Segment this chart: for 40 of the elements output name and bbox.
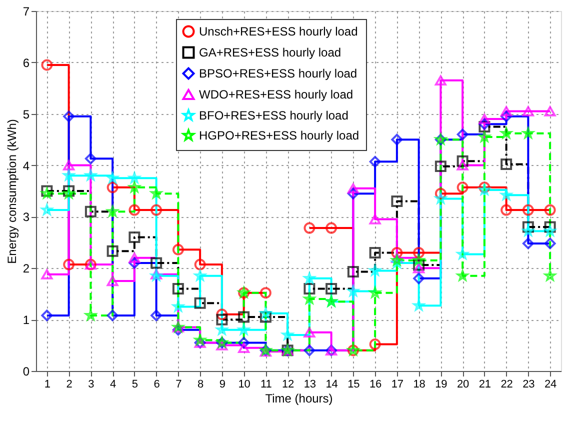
y-tick-label: 6	[22, 56, 30, 70]
x-tick-label: 24	[544, 378, 557, 390]
legend-label: WDO+RES+ESS hourly load	[199, 88, 354, 102]
y-tick-label: 4	[22, 158, 30, 173]
x-tick-label: 11	[260, 378, 272, 390]
x-tick-label: 13	[304, 378, 316, 390]
x-tick-label: 9	[219, 378, 226, 390]
x-tick-label: 17	[391, 378, 404, 390]
legend-label: BFO+RES+ESS hourly load	[199, 108, 348, 122]
y-tick-label: 7	[22, 4, 30, 18]
x-tick-label: 19	[435, 378, 448, 390]
x-tick-label: 5	[132, 378, 138, 390]
x-tick-label: 2	[66, 378, 72, 390]
x-tick-label: 8	[198, 378, 204, 390]
y-tick-label: 3	[22, 210, 30, 224]
x-tick-label: 22	[500, 378, 513, 390]
x-tick-label: 1	[44, 378, 50, 390]
x-tick-label: 12	[282, 378, 294, 390]
x-tick-label: 6	[154, 378, 160, 390]
y-axis-title: Energy consumption (kWh)	[4, 119, 19, 264]
legend-label: HGPO+RES+ESS hourly load	[199, 128, 360, 142]
y-tick-label: 1	[22, 313, 30, 328]
x-tick-label: 20	[456, 378, 470, 390]
x-tick-label: 7	[176, 378, 182, 390]
x-tick-label: 15	[348, 378, 360, 390]
x-tick-label: 3	[88, 378, 94, 390]
x-tick-label: 14	[326, 378, 338, 390]
y-tick-label: 0	[22, 364, 30, 378]
x-tick-label: 23	[522, 378, 535, 390]
x-tick-label: 10	[238, 378, 250, 390]
x-tick-label: 4	[110, 378, 116, 390]
legend-label: BPSO+RES+ESS hourly load	[199, 66, 358, 80]
x-tick-label: 21	[478, 378, 492, 390]
legend-label: GA+RES+ESS hourly load	[199, 46, 342, 60]
x-tick-label: 18	[413, 378, 426, 390]
y-tick-label: 2	[22, 262, 30, 276]
x-tick-label: 16	[369, 378, 382, 390]
legend-label: Unsch+RES+ESS hourly load	[199, 24, 358, 38]
y-tick-label: 5	[22, 107, 30, 122]
x-axis-title: Time (hours)	[265, 392, 333, 406]
